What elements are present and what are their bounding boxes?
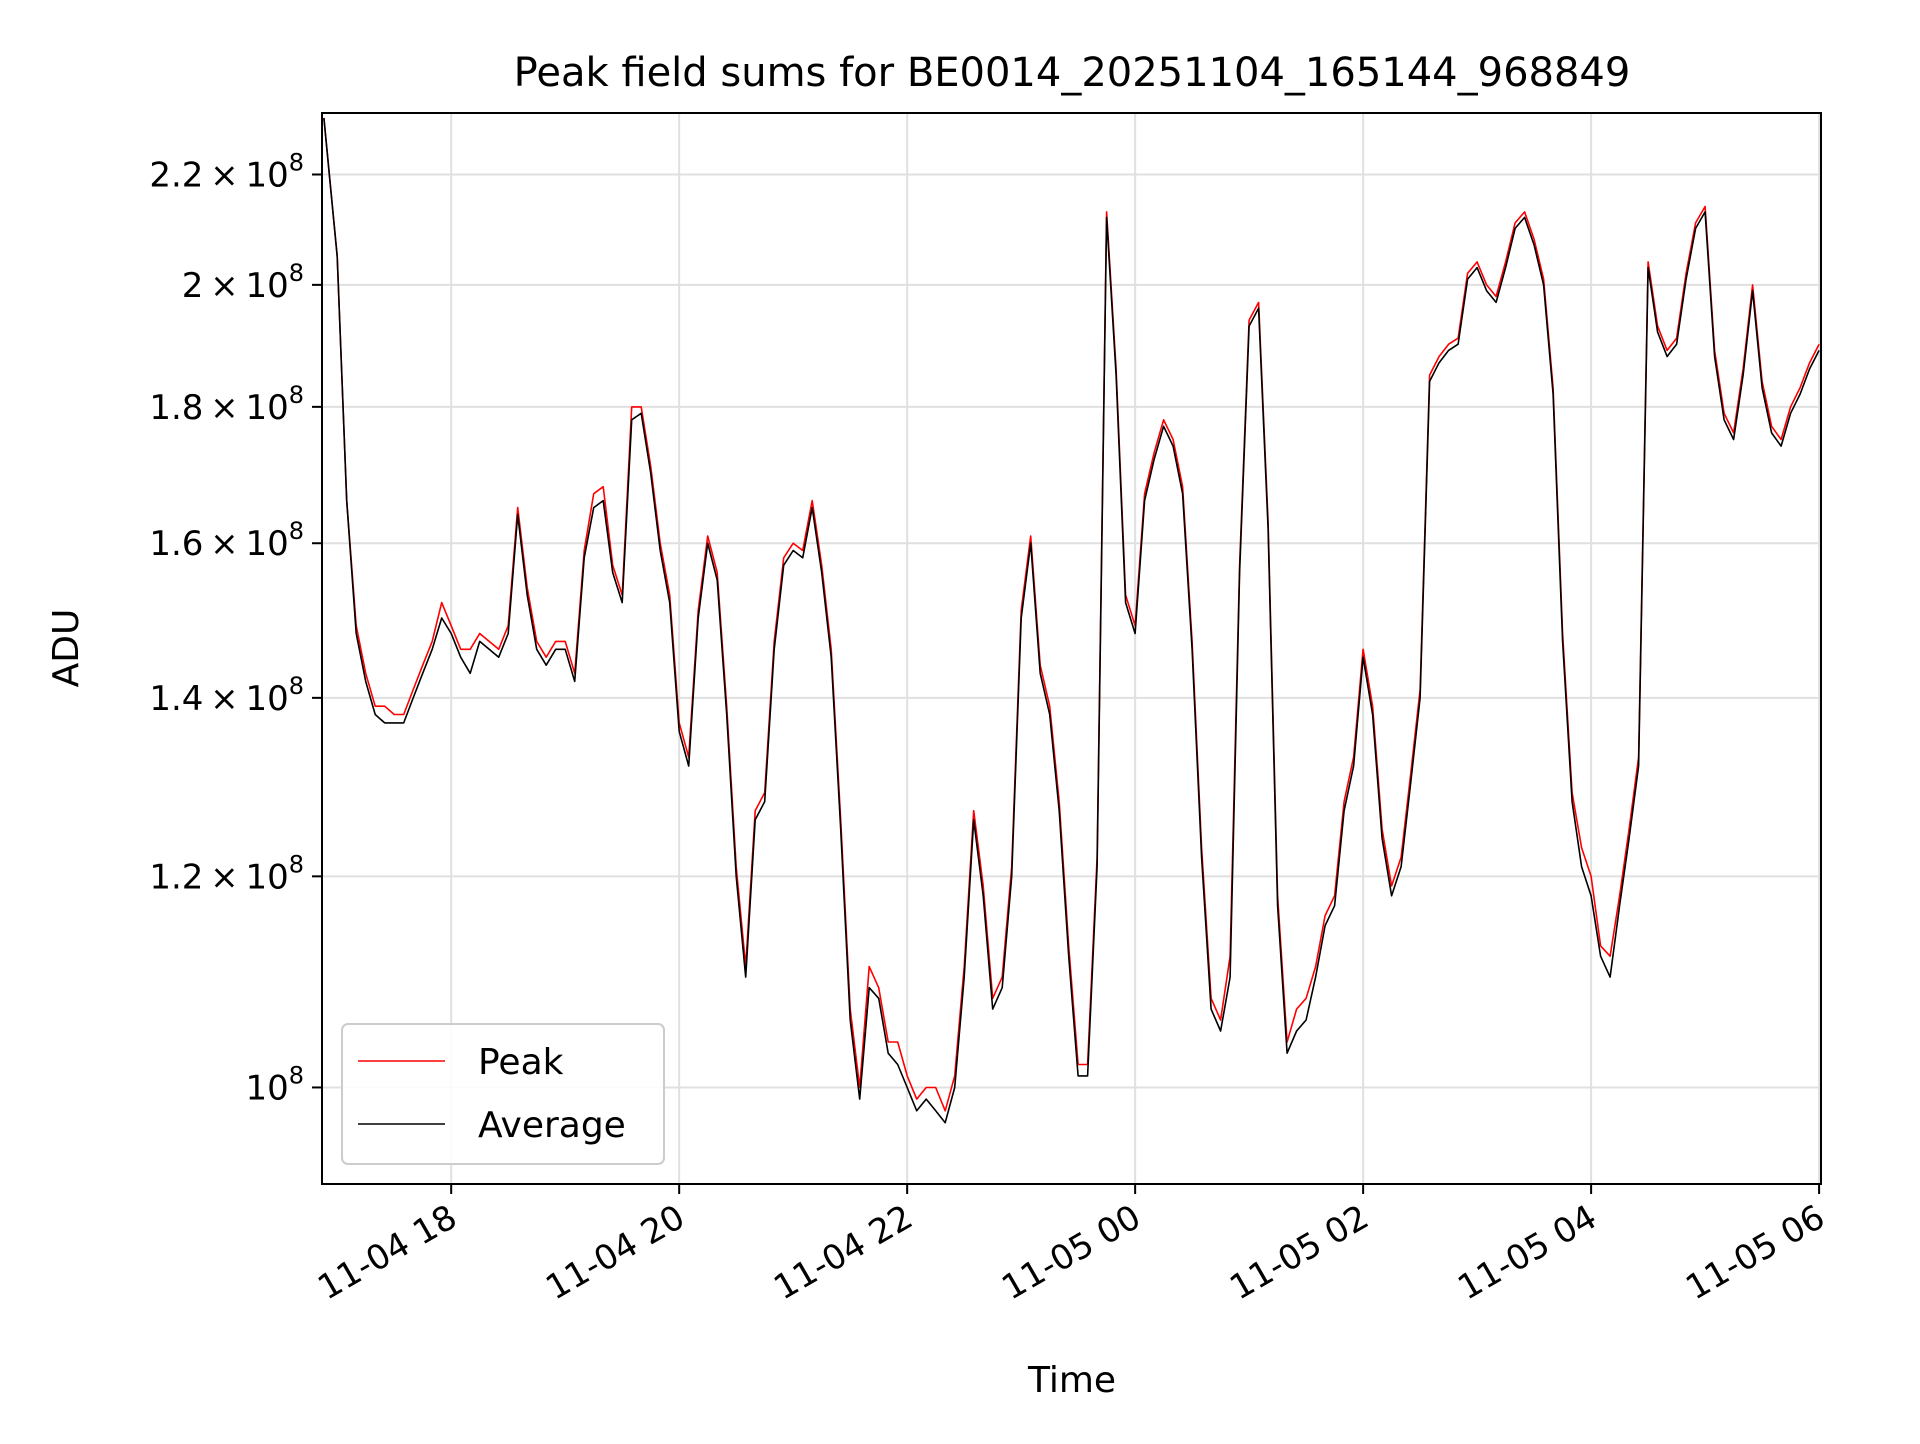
y-tick-label: 1.8 × 108	[149, 381, 304, 428]
legend-label-average: Average	[478, 1105, 626, 1146]
y-tick-label: 2.2 × 108	[149, 148, 304, 195]
y-tick-label: 1.6 × 108	[149, 517, 304, 564]
y-tick-label: 2 × 108	[182, 259, 304, 306]
plot-frame	[321, 112, 1822, 1185]
y-tick-label: 1.4 × 108	[149, 672, 304, 719]
y-axis-ticks: 108 1.2 × 108 1.4 × 108 1.6 × 108 1.8 × 108 2…	[149, 148, 322, 1108]
series-line-average	[323, 117, 1820, 1124]
legend-box	[341, 1023, 665, 1165]
legend: Peak Average	[341, 1023, 665, 1165]
grid-lines	[322, 113, 1821, 1184]
chart-title: Peak field sums for BE0014_20251104_1651…	[514, 50, 1631, 96]
legend-label-peak: Peak	[478, 1042, 564, 1083]
x-axis-label: Time	[1027, 1360, 1116, 1401]
y-tick-label: 108	[245, 1061, 304, 1108]
y-axis-label: ADU	[46, 609, 87, 688]
y-tick-label: 1.2 × 108	[149, 850, 304, 897]
series-lines	[323, 117, 1820, 1124]
